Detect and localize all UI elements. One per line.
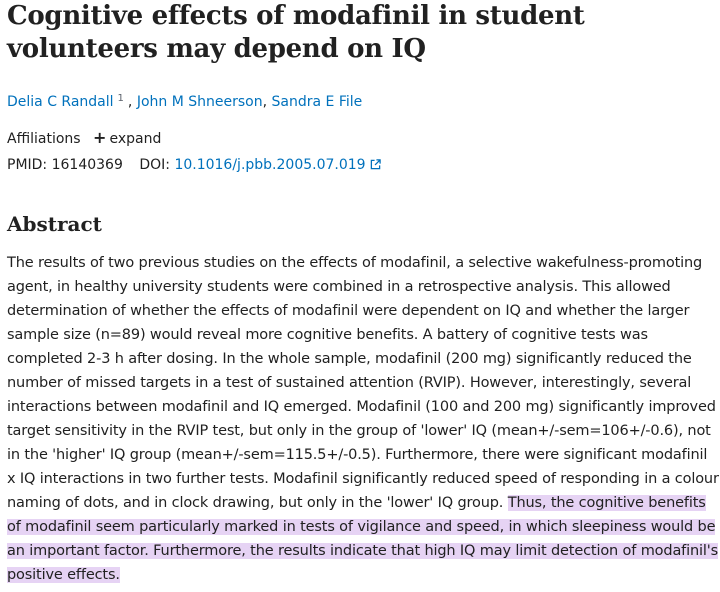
doi-link[interactable]: 10.1016/j.pbb.2005.07.019 [174,157,381,173]
author-list: Delia C Randall 1, John M Shneerson, Sand… [7,92,362,112]
author-link[interactable]: John M Shneerson [136,94,263,110]
pmid-label: PMID: [7,157,48,173]
abstract-text: The results of two previous studies on t… [7,255,719,511]
doi-label: DOI: [139,157,170,173]
author-link[interactable]: Sandra E File [271,94,363,110]
abstract-body: The results of two previous studies on t… [7,251,719,587]
doi-value: 10.1016/j.pbb.2005.07.019 [174,157,366,173]
expand-affiliations-button[interactable]: + expand [93,128,161,149]
author-link[interactable]: Delia C Randall [7,94,114,110]
pmid-value: 16140369 [51,157,123,173]
external-link-icon [370,159,381,170]
affiliation-ref[interactable]: 1 [117,93,124,104]
author-separator: , [127,94,133,110]
article-title: Cognitive effects of modafinil in studen… [7,1,585,64]
affiliations-label: Affiliations [7,131,81,147]
affiliations-row: Affiliations + expand [7,128,161,149]
abstract-heading: Abstract [7,212,102,236]
author-separator: , [262,94,268,110]
plus-icon: + [93,128,107,147]
expand-label: expand [109,131,162,147]
identifiers-row: PMID: 16140369 DOI: 10.1016/j.pbb.2005.0… [7,155,381,175]
